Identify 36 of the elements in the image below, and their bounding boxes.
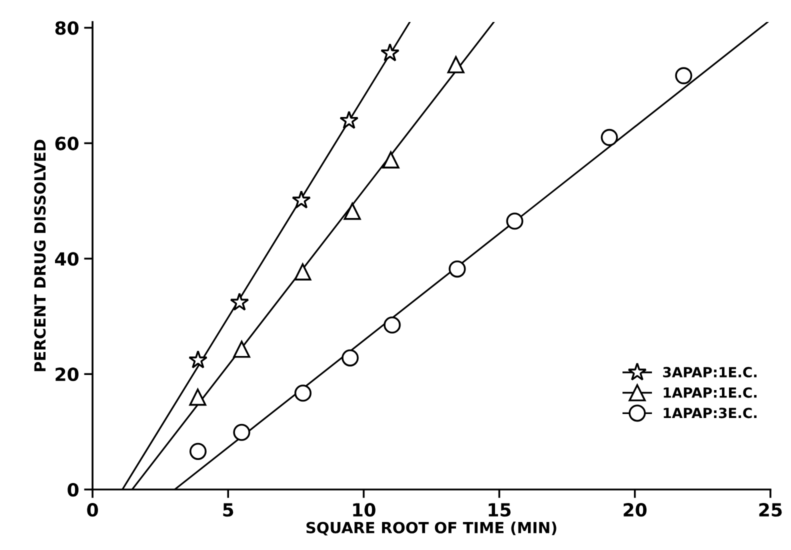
x-tick-label: 10 — [353, 503, 376, 517]
point — [189, 442, 207, 460]
point — [230, 292, 250, 311]
x-tick-label: 20 — [624, 503, 647, 517]
legend-label: 1APAP:1E.C. — [664, 387, 757, 398]
point — [233, 424, 250, 441]
point — [600, 128, 618, 146]
point — [382, 151, 400, 168]
point — [342, 349, 359, 366]
x-tick-label: 5 — [223, 503, 234, 517]
x-axis-title: SQUARE ROOT OF TIME (MIN) — [306, 522, 556, 536]
point — [294, 384, 312, 402]
y-tick-label: 60 — [55, 136, 78, 150]
legend-label: 3APAP:1E.C. — [663, 366, 757, 378]
point — [294, 263, 312, 280]
y-tick-label: 80 — [55, 21, 78, 35]
legend-label: 1APAP:3E.C. — [664, 408, 757, 418]
x-tick-label: 15 — [488, 503, 511, 517]
point — [447, 56, 464, 74]
y-tick-label: 20 — [56, 368, 78, 382]
point — [188, 350, 208, 368]
point — [380, 43, 400, 62]
y-axis-title: PERCENT DRUG DISSOLVED — [34, 140, 46, 372]
point — [233, 340, 250, 358]
point — [189, 388, 206, 406]
y-tick-label: 0 — [68, 482, 78, 497]
point — [340, 110, 359, 129]
point — [384, 316, 401, 334]
point — [344, 202, 361, 220]
point — [675, 67, 692, 84]
x-tick-label: 0 — [87, 503, 98, 517]
point — [506, 212, 524, 230]
point — [448, 260, 466, 278]
x-tick-label: 25 — [759, 503, 782, 517]
y-tick-label: 40 — [55, 252, 78, 266]
point — [292, 190, 311, 209]
